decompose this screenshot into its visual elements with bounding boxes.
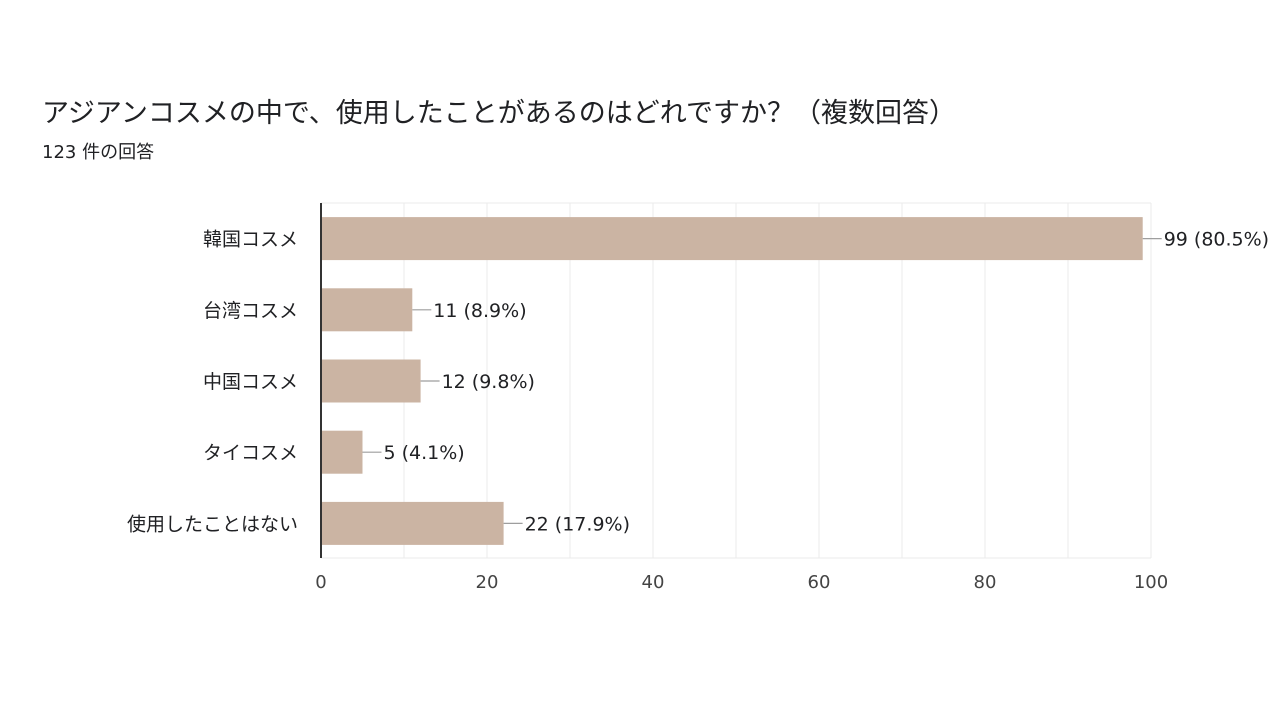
category-label: 台湾コスメ: [203, 300, 298, 322]
bar: [321, 501, 504, 545]
category-label: タイコスメ: [203, 442, 298, 464]
response-count: 123 件の回答: [42, 142, 155, 163]
chart-title: アジアンコスメの中で、使用したことがあるのはどれですか？（複数回答）: [42, 98, 956, 129]
x-tick-label: 100: [1134, 572, 1168, 593]
bar: [321, 430, 363, 474]
bar: [321, 288, 413, 332]
data-label: 12 (9.8%): [442, 371, 535, 393]
category-label: 韓国コスメ: [203, 229, 298, 251]
x-tick-label: 0: [315, 572, 326, 593]
category-label: 使用したことはない: [127, 513, 298, 535]
data-label: 99 (80.5%): [1164, 229, 1269, 251]
data-label: 11 (8.9%): [433, 300, 526, 322]
x-tick-label: 40: [642, 572, 665, 593]
x-tick-label: 80: [974, 572, 997, 593]
x-tick-label: 60: [808, 572, 831, 593]
data-label: 5 (4.1%): [384, 442, 465, 464]
data-label: 22 (17.9%): [525, 513, 630, 535]
bar: [321, 359, 421, 403]
category-label: 中国コスメ: [203, 371, 298, 393]
bar: [321, 217, 1143, 261]
x-tick-label: 20: [476, 572, 499, 593]
